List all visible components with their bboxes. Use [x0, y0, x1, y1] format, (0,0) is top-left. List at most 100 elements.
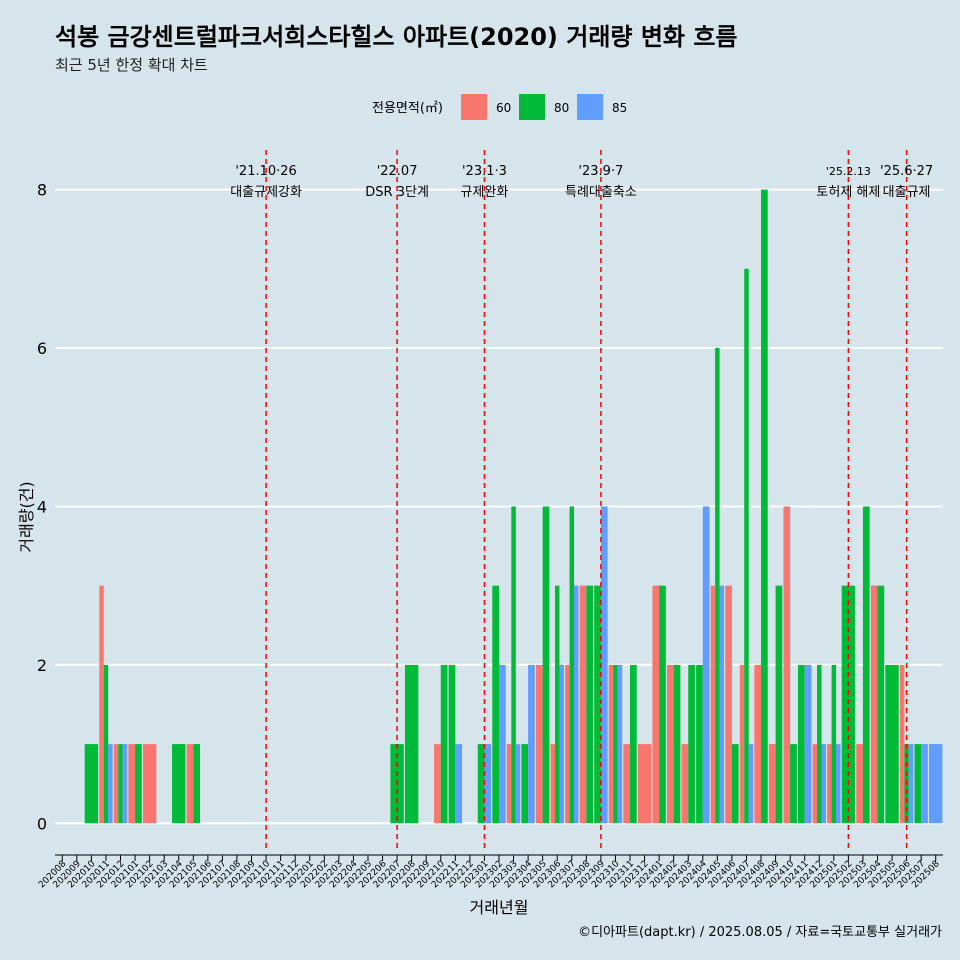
- bar-202409-80: [775, 585, 783, 824]
- bar-202401-80: [659, 585, 666, 824]
- bar-202101-80: [135, 744, 142, 824]
- y-tick-label: 2: [37, 656, 47, 675]
- caption: ©디아파트(dapt.kr) / 2025.08.05 / 자료=국토교통부 실…: [578, 925, 942, 940]
- bar-202504-60: [870, 585, 878, 824]
- bar-202411-80: [798, 664, 805, 824]
- bar-202408-60: [754, 664, 762, 824]
- bar-202501-85: [836, 744, 841, 824]
- annotation-date: '25.2.13: [826, 165, 871, 178]
- bar-202301-85: [484, 744, 492, 824]
- bar-202105-80: [193, 744, 200, 824]
- bar-202407-85: [748, 744, 754, 824]
- bar-202409-60: [768, 744, 776, 824]
- bar-202011-85: [108, 744, 113, 824]
- bar-202412-60: [812, 744, 818, 824]
- bar-202410-80: [790, 744, 797, 824]
- plot-area: '21.10·26 대출규제강화 '22.07 DSR 3단계 '23.1·3 규제완화 '…: [37, 150, 943, 890]
- bar-202302-85: [499, 664, 506, 824]
- bar-202503-60: [856, 744, 863, 824]
- bar-202211-85: [455, 744, 463, 824]
- bar-202404-80: [696, 664, 703, 824]
- annotation-label: DSR 3단계: [365, 185, 429, 200]
- bar-202303-60: [506, 744, 512, 824]
- bar-202407-60: [739, 664, 745, 824]
- legend: 전용면적(㎡) 60 80 85: [372, 94, 627, 120]
- bar-202406-60: [725, 585, 732, 824]
- bar-202404-85: [702, 506, 710, 824]
- annotation-date: '22.07: [377, 164, 418, 179]
- bar-202502-80: [841, 585, 856, 824]
- bar-202010-80: [84, 744, 99, 824]
- bar-202307-60: [565, 664, 570, 824]
- x-axis-label: 거래년월: [470, 898, 529, 917]
- bar-202306-60: [550, 744, 555, 824]
- bar-202303-85: [515, 744, 521, 824]
- bar-202405-85: [719, 585, 725, 824]
- legend-label-85: 85: [612, 101, 627, 115]
- bar-202211-80: [448, 664, 456, 824]
- bar-202403-80: [688, 664, 695, 824]
- bar-202104-80: [172, 744, 186, 824]
- y-tick-label: 6: [37, 339, 47, 358]
- bar-202401-60: [652, 585, 660, 824]
- y-tick-label: 4: [37, 497, 47, 516]
- chart-title: 석봉 금강센트럴파크서희스타힐스 아파트(2020) 거래량 변화 흐름: [55, 23, 738, 51]
- bar-202303-80: [511, 506, 516, 824]
- bar-202308-80: [586, 585, 594, 824]
- annotations: '21.10·26 대출규제강화 '22.07 DSR 3단계 '23.1·3 규제완화 '…: [230, 150, 933, 851]
- bar-202501-80: [831, 664, 837, 824]
- bar-202302-80: [492, 585, 499, 824]
- annotation-label: 토허제 해제: [816, 185, 880, 200]
- y-axis-label: 거래량(건): [17, 481, 36, 552]
- bar-202310-80: [613, 664, 618, 824]
- bar-202408-80: [761, 189, 768, 824]
- bar-202310-60: [608, 664, 614, 824]
- bar-202311-80: [630, 664, 637, 824]
- bar-202507-80: [914, 744, 922, 824]
- annotation-date: '21.10·26: [235, 164, 296, 179]
- bar-202311-60: [623, 744, 631, 824]
- bar-202309-80: [594, 585, 601, 824]
- bar-202402-80: [673, 664, 681, 824]
- bar-202012-85: [122, 744, 128, 824]
- bar-202412-85: [821, 744, 826, 824]
- annotation-label: 대출규제강화: [230, 185, 302, 200]
- bar-202407-80: [744, 268, 749, 824]
- bar-202011-60: [99, 585, 104, 824]
- annotation-date: '25.6·27: [880, 164, 933, 179]
- annotation-label: 규제완화: [461, 185, 509, 200]
- bar-202307-85: [574, 585, 579, 824]
- bar-202210-60: [434, 744, 441, 824]
- bar-202505-80: [885, 664, 899, 824]
- bar-202306-85: [559, 664, 564, 824]
- bar-202503-80: [862, 506, 870, 824]
- bar-202506-85: [908, 744, 914, 824]
- bar-202105-60: [186, 744, 194, 824]
- legend-swatch-85: [577, 94, 603, 120]
- y-axis: 0 2 4 6 8: [37, 181, 47, 834]
- annotation-label: 대출규제: [883, 185, 931, 200]
- legend-swatch-80: [519, 94, 545, 120]
- bar-202309-85: [600, 506, 608, 824]
- bar-202305-60: [535, 664, 543, 824]
- bar-202412-80: [817, 664, 822, 824]
- bar-202310-85: [617, 664, 623, 824]
- y-tick-label: 8: [37, 181, 47, 200]
- legend-label-80: 80: [554, 101, 569, 115]
- bar-202012-80: [118, 744, 123, 824]
- bar-202405-60: [710, 585, 716, 824]
- annotation-date: '23.1·3: [462, 164, 507, 179]
- bar-202402-60: [666, 664, 674, 824]
- bar-202308-60: [579, 585, 587, 824]
- legend-label-60: 60: [496, 101, 511, 115]
- y-tick-label: 0: [37, 814, 47, 833]
- bars: [84, 189, 943, 824]
- bar-202307-80: [569, 506, 575, 824]
- bar-202301-80: [477, 744, 485, 824]
- bar-202312-60: [637, 744, 652, 824]
- bar-202101-60: [128, 744, 136, 824]
- bar-202406-80: [731, 744, 739, 824]
- chart-subtitle: 최근 5년 한정 확대 차트: [55, 56, 208, 74]
- legend-items: 60 80 85: [461, 94, 627, 120]
